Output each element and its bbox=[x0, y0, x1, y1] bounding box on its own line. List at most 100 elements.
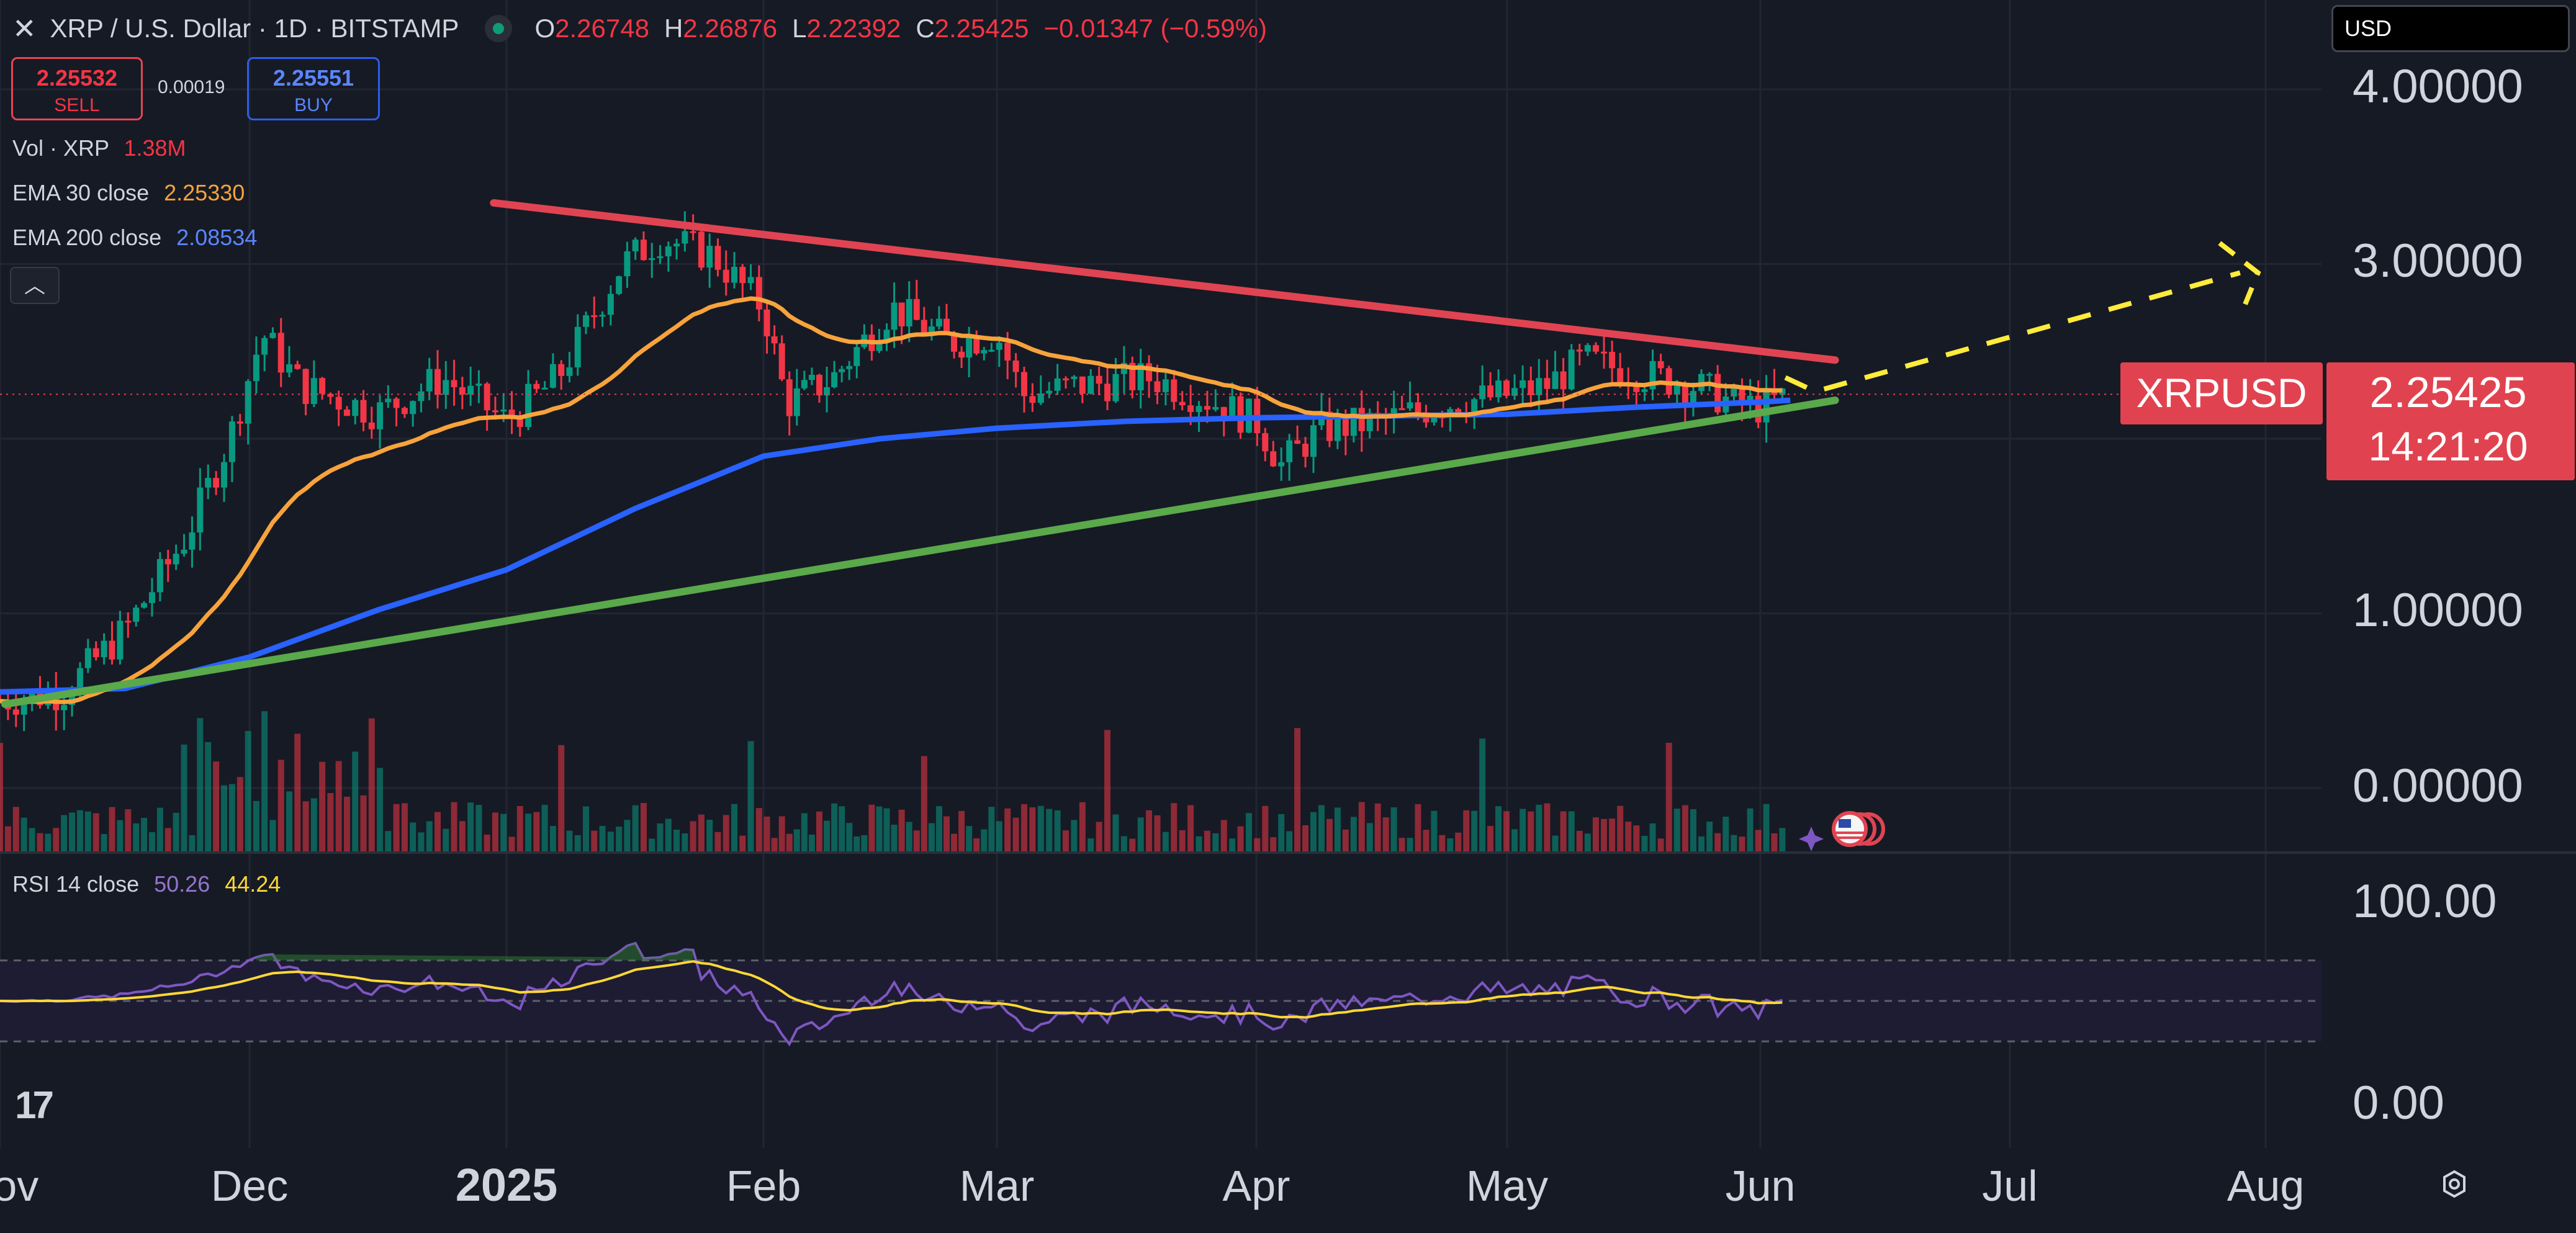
candle-body bbox=[76, 668, 83, 695]
candle-body bbox=[443, 380, 449, 395]
candle-body bbox=[1350, 408, 1357, 436]
volume-bar bbox=[101, 833, 107, 851]
volume-bars bbox=[0, 711, 1786, 851]
volume-bar bbox=[973, 838, 980, 851]
volume-bar bbox=[12, 807, 19, 851]
candle-body bbox=[492, 410, 498, 413]
volume-bar bbox=[921, 756, 927, 851]
chevron-up-icon[interactable]: ︿ bbox=[10, 267, 60, 304]
x-axis-label: Jun bbox=[1726, 1162, 1796, 1210]
volume-bar bbox=[566, 830, 573, 851]
volume-bar bbox=[1382, 817, 1389, 851]
candle-body bbox=[973, 338, 980, 354]
buy-button[interactable]: 2.25551 BUY bbox=[247, 57, 380, 120]
candle-body bbox=[426, 369, 433, 392]
candle-body bbox=[1179, 401, 1186, 406]
rsi-ma-legend-value: 44.24 bbox=[225, 871, 281, 897]
volume-bar bbox=[401, 803, 408, 851]
candle-body bbox=[1012, 361, 1019, 372]
volume-bar bbox=[148, 832, 155, 851]
candle-body bbox=[1633, 385, 1640, 392]
volume-bar bbox=[1278, 814, 1285, 851]
candle-body bbox=[1755, 395, 1762, 423]
volume-legend[interactable]: Vol · XRP 1.38M bbox=[12, 135, 186, 161]
candle-body bbox=[935, 318, 942, 327]
volume-bar bbox=[1104, 730, 1111, 851]
volume-bar bbox=[1270, 837, 1277, 851]
candle-body bbox=[1528, 380, 1534, 395]
resistance-trendline[interactable] bbox=[490, 199, 1839, 364]
candle-body bbox=[665, 246, 672, 257]
ema30-legend-label: EMA 30 close bbox=[12, 180, 150, 205]
x-axis-label: 2025 bbox=[456, 1159, 558, 1211]
volume-bar bbox=[53, 828, 60, 851]
volume-bar bbox=[525, 814, 532, 851]
open-label: O bbox=[534, 14, 556, 43]
candle-body bbox=[533, 383, 540, 389]
candle-body bbox=[1071, 376, 1078, 379]
candle-body bbox=[228, 421, 235, 462]
volume-bar bbox=[1455, 832, 1462, 851]
volume-bar bbox=[302, 801, 309, 851]
candle-body bbox=[541, 387, 548, 390]
volume-bar bbox=[690, 821, 696, 851]
support-trendline[interactable] bbox=[1, 397, 1839, 708]
volume-bar bbox=[1763, 804, 1770, 851]
volume-bar bbox=[786, 833, 793, 851]
volume-bar bbox=[492, 812, 498, 851]
market-status-icon[interactable] bbox=[485, 15, 513, 42]
candle-body bbox=[1576, 349, 1583, 352]
candle-body bbox=[988, 349, 995, 352]
volume-bar bbox=[935, 806, 942, 851]
y-axis-label: 4.00000 bbox=[2353, 60, 2523, 113]
projection-arrow[interactable] bbox=[1784, 241, 2261, 395]
volume-bar bbox=[591, 830, 598, 851]
candle-body bbox=[1229, 396, 1236, 421]
volume-bar bbox=[1310, 812, 1317, 851]
sell-button[interactable]: 2.25532 SELL bbox=[11, 57, 143, 120]
volume-bar bbox=[1633, 825, 1640, 851]
candle-body bbox=[1212, 406, 1219, 410]
volume-bar bbox=[1625, 822, 1632, 851]
x-axis-label: Aug bbox=[2227, 1162, 2305, 1210]
rsi-ma-line bbox=[0, 960, 1783, 1019]
candle-body bbox=[109, 640, 115, 660]
volume-bar bbox=[1129, 838, 1136, 851]
volume-bar bbox=[1179, 830, 1186, 851]
candle-body bbox=[261, 338, 268, 355]
candle-body bbox=[1673, 385, 1680, 395]
volume-bar bbox=[189, 835, 196, 851]
volume-bar bbox=[706, 819, 713, 851]
candle-body bbox=[1096, 375, 1102, 384]
candle-body bbox=[1358, 408, 1365, 431]
volume-bar bbox=[558, 745, 565, 851]
volume-bar bbox=[1204, 830, 1210, 851]
volume-bar bbox=[327, 792, 334, 851]
candle-body bbox=[632, 240, 639, 252]
volume-bar bbox=[1649, 823, 1656, 851]
candle-body bbox=[898, 302, 905, 326]
ema200-legend[interactable]: EMA 200 close 2.08534 bbox=[12, 225, 257, 251]
currency-select[interactable]: USD bbox=[2331, 5, 2570, 52]
close-icon[interactable]: ✕ bbox=[12, 12, 37, 45]
volume-bar bbox=[793, 829, 800, 851]
volume-bar bbox=[1584, 833, 1591, 851]
settings-icon[interactable] bbox=[2439, 1169, 2469, 1199]
candle-body bbox=[1455, 409, 1462, 415]
volume-bar bbox=[778, 816, 785, 851]
x-axis-label: Dec bbox=[211, 1162, 288, 1210]
volume-bar bbox=[1374, 803, 1381, 851]
candle-body bbox=[61, 705, 68, 711]
candle-body bbox=[958, 351, 965, 358]
us-flag-icon[interactable] bbox=[1799, 811, 1885, 851]
ema30-legend[interactable]: EMA 30 close 2.25330 bbox=[12, 180, 245, 206]
candle-body bbox=[640, 240, 647, 261]
tradingview-logo[interactable]: 17 bbox=[15, 1084, 54, 1127]
volume-bar bbox=[294, 733, 301, 851]
rsi-legend[interactable]: RSI 14 close 50.26 44.24 bbox=[12, 871, 281, 897]
volume-bar bbox=[831, 803, 838, 851]
candle-body bbox=[213, 478, 220, 488]
symbol-title[interactable]: XRP / U.S. Dollar · 1D · BITSTAMP bbox=[50, 14, 459, 43]
